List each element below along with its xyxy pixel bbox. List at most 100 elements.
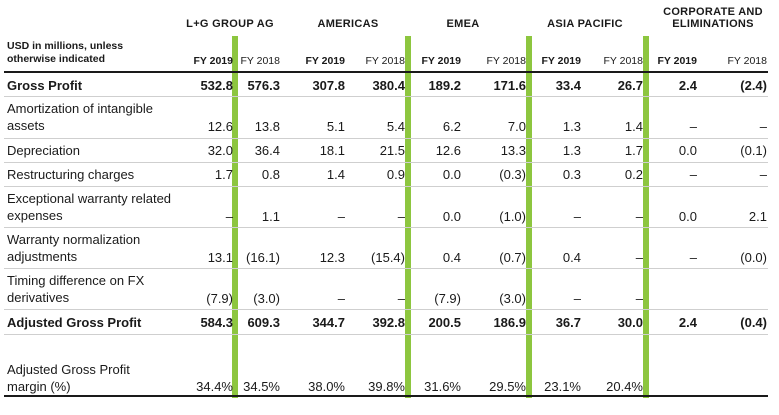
- table-cell: 0.0: [442, 209, 461, 224]
- table-cell: 532.8: [200, 78, 233, 93]
- table-cell: –: [635, 250, 643, 265]
- column-divider-bar: [232, 36, 238, 398]
- table-cell: 5.1: [326, 119, 345, 134]
- row-label: Adjusted Gross Profit margin (%): [7, 362, 130, 394]
- table-cell: 13.1: [207, 250, 233, 265]
- table-cell: 12.6: [207, 119, 233, 134]
- table-cell: –: [689, 167, 697, 182]
- row-rule: [4, 162, 768, 163]
- table-cell: 392.8: [372, 315, 405, 330]
- table-cell: 36.4: [254, 143, 280, 158]
- table-cell: 7.0: [507, 119, 526, 134]
- table-cell: 1.3: [562, 119, 581, 134]
- group-header: EMEA: [446, 18, 480, 30]
- table-cell: 33.4: [555, 78, 581, 93]
- table-cell: –: [397, 291, 405, 306]
- row-rule: [4, 71, 768, 73]
- table-cell: 0.8: [261, 167, 280, 182]
- table-cell: (0.7): [499, 250, 526, 265]
- year-header: FY 2018: [727, 55, 767, 67]
- table-cell: 39.8%: [368, 379, 405, 394]
- column-divider-bar: [526, 36, 532, 398]
- table-cell: 31.6%: [424, 379, 461, 394]
- table-cell: 21.5: [379, 143, 405, 158]
- table-cell: 2.4: [678, 78, 697, 93]
- table-cell: –: [337, 209, 345, 224]
- row-label: Depreciation: [7, 143, 80, 158]
- year-header: FY 2019: [657, 55, 697, 67]
- table-cell: 0.9: [386, 167, 405, 182]
- table-cell: 5.4: [386, 119, 405, 134]
- table-cell: 576.3: [247, 78, 280, 93]
- row-rule: [4, 138, 768, 139]
- table-cell: –: [635, 209, 643, 224]
- row-rule: [4, 395, 768, 397]
- table-cell: 200.5: [428, 315, 461, 330]
- table-cell: (16.1): [246, 250, 280, 265]
- group-header: ASIA PACIFIC: [547, 18, 623, 30]
- table-cell: 380.4: [372, 78, 405, 93]
- row-rule: [4, 309, 768, 310]
- table-cell: 0.3: [562, 167, 581, 182]
- table-cell: 36.7: [555, 315, 581, 330]
- table-cell: 1.7: [214, 167, 233, 182]
- table-cell: (7.9): [206, 291, 233, 306]
- row-label: Warranty normalization adjustments: [7, 232, 141, 264]
- table-cell: 2.1: [748, 209, 767, 224]
- table-cell: 30.0: [617, 315, 643, 330]
- table-cell: 12.3: [319, 250, 345, 265]
- table-cell: 34.4%: [196, 379, 233, 394]
- table-cell: 186.9: [493, 315, 526, 330]
- table-cell: –: [759, 167, 767, 182]
- table-cell: 23.1%: [544, 379, 581, 394]
- table-cell: –: [337, 291, 345, 306]
- row-label: Restructuring charges: [7, 167, 135, 182]
- table-cell: –: [689, 119, 697, 134]
- row-label: Timing difference on FX derivatives: [7, 273, 145, 305]
- table-cell: 0.0: [678, 143, 697, 158]
- group-header: AMERICAS: [317, 18, 379, 30]
- year-header: FY 2018: [486, 55, 526, 67]
- column-divider-bar: [405, 36, 411, 398]
- table-cell: –: [635, 291, 643, 306]
- table-cell: 1.7: [624, 143, 643, 158]
- year-header: FY 2019: [541, 55, 581, 67]
- row-rule: [4, 96, 768, 97]
- table-cell: –: [225, 209, 233, 224]
- table-cell: –: [573, 291, 581, 306]
- group-header: CORPORATE AND ELIMINATIONS: [663, 6, 763, 30]
- table-cell: 1.4: [326, 167, 345, 182]
- year-header: FY 2018: [240, 55, 280, 67]
- year-header: FY 2018: [603, 55, 643, 67]
- table-cell: 609.3: [247, 315, 280, 330]
- table-cell: (0.1): [740, 143, 767, 158]
- row-rule: [4, 268, 768, 269]
- table-cell: (3.0): [253, 291, 280, 306]
- group-header: L+G GROUP AG: [186, 18, 274, 30]
- table-cell: 12.6: [435, 143, 461, 158]
- table-cell: –: [689, 250, 697, 265]
- row-label: Adjusted Gross Profit: [7, 315, 142, 330]
- year-header: FY 2019: [421, 55, 461, 67]
- table-cell: (15.4): [371, 250, 405, 265]
- year-header: FY 2018: [365, 55, 405, 67]
- table-cell: 189.2: [428, 78, 461, 93]
- table-cell: (0.4): [740, 315, 767, 330]
- table-cell: 171.6: [493, 78, 526, 93]
- row-label: Amortization of intangible assets: [7, 101, 153, 133]
- table-cell: 34.5%: [243, 379, 280, 394]
- table-cell: 13.8: [254, 119, 280, 134]
- table-cell: –: [397, 209, 405, 224]
- table-cell: 26.7: [617, 78, 643, 93]
- table-cell: 307.8: [312, 78, 345, 93]
- table-cell: 344.7: [312, 315, 345, 330]
- year-header: FY 2019: [193, 55, 233, 67]
- table-cell: 0.4: [562, 250, 581, 265]
- table-cell: (3.0): [499, 291, 526, 306]
- year-header: FY 2019: [305, 55, 345, 67]
- table-cell: 0.4: [442, 250, 461, 265]
- row-rule: [4, 186, 768, 187]
- table-cell: 2.4: [678, 315, 697, 330]
- table-cell: 6.2: [442, 119, 461, 134]
